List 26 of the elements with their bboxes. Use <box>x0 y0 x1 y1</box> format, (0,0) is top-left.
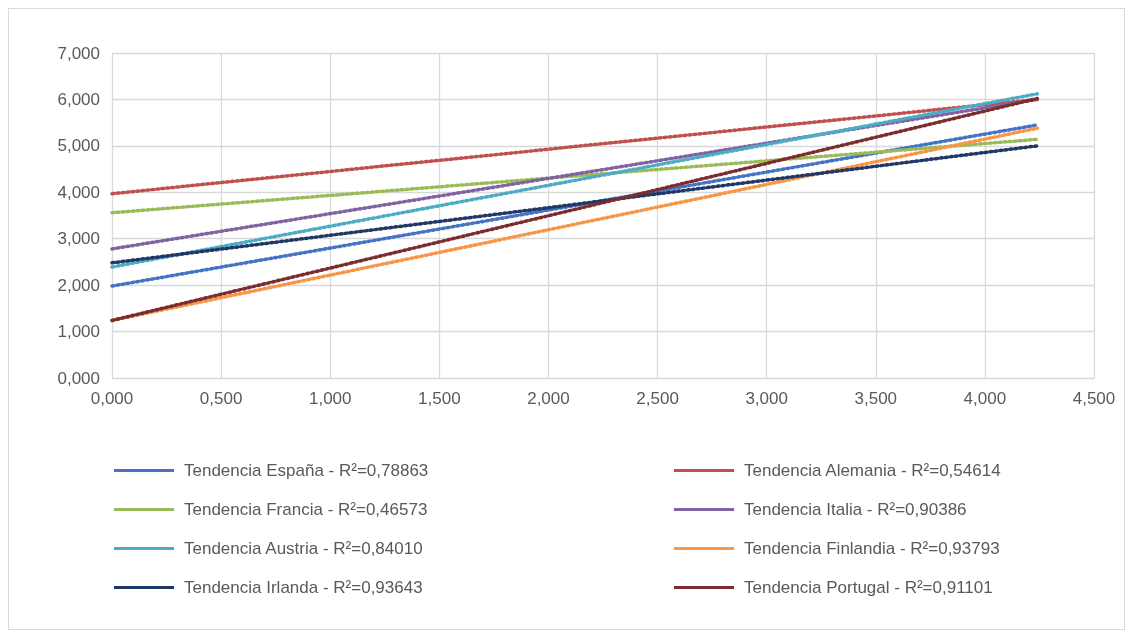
x-tick-label: 3,500 <box>854 389 898 408</box>
y-tick-label: 5,000 <box>57 136 100 156</box>
x-tick-label: 4,500 <box>1072 389 1116 408</box>
y-tick-label: 4,000 <box>57 182 100 202</box>
x-tick-label: 3,000 <box>745 389 788 408</box>
x-tick-label: 0,000 <box>90 389 134 408</box>
x-tick-label: 0,500 <box>199 389 243 408</box>
legend-label: Tendencia Austria - R²=0,84010 <box>184 539 423 558</box>
x-tick-label: 1,500 <box>418 389 461 408</box>
legend-label: Tendencia Francia - R²=0,46573 <box>184 500 428 519</box>
y-tick-label: 2,000 <box>57 275 100 295</box>
y-tick-label: 0,000 <box>57 368 100 388</box>
x-tick-label: 2,500 <box>636 389 679 408</box>
legend-label: Tendencia España - R²=0,78863 <box>184 461 429 480</box>
legend-label: Tendencia Alemania - R²=0,54614 <box>744 461 1001 480</box>
x-tick-label: 1,000 <box>308 389 352 408</box>
x-tick-label: 2,000 <box>527 389 570 408</box>
legend-label: Tendencia Finlandia - R²=0,93793 <box>744 539 1000 558</box>
legend-label: Tendencia Portugal - R²=0,91101 <box>744 578 993 597</box>
y-tick-label: 1,000 <box>57 322 100 342</box>
legend-label: Tendencia Irlanda - R²=0,93643 <box>184 578 423 597</box>
x-tick-label: 4,000 <box>963 389 1007 408</box>
y-tick-label: 6,000 <box>57 89 100 109</box>
y-tick-label: 7,000 <box>57 43 100 63</box>
legend-label: Tendencia Italia - R²=0,90386 <box>744 500 967 519</box>
y-tick-label: 3,000 <box>57 229 100 249</box>
